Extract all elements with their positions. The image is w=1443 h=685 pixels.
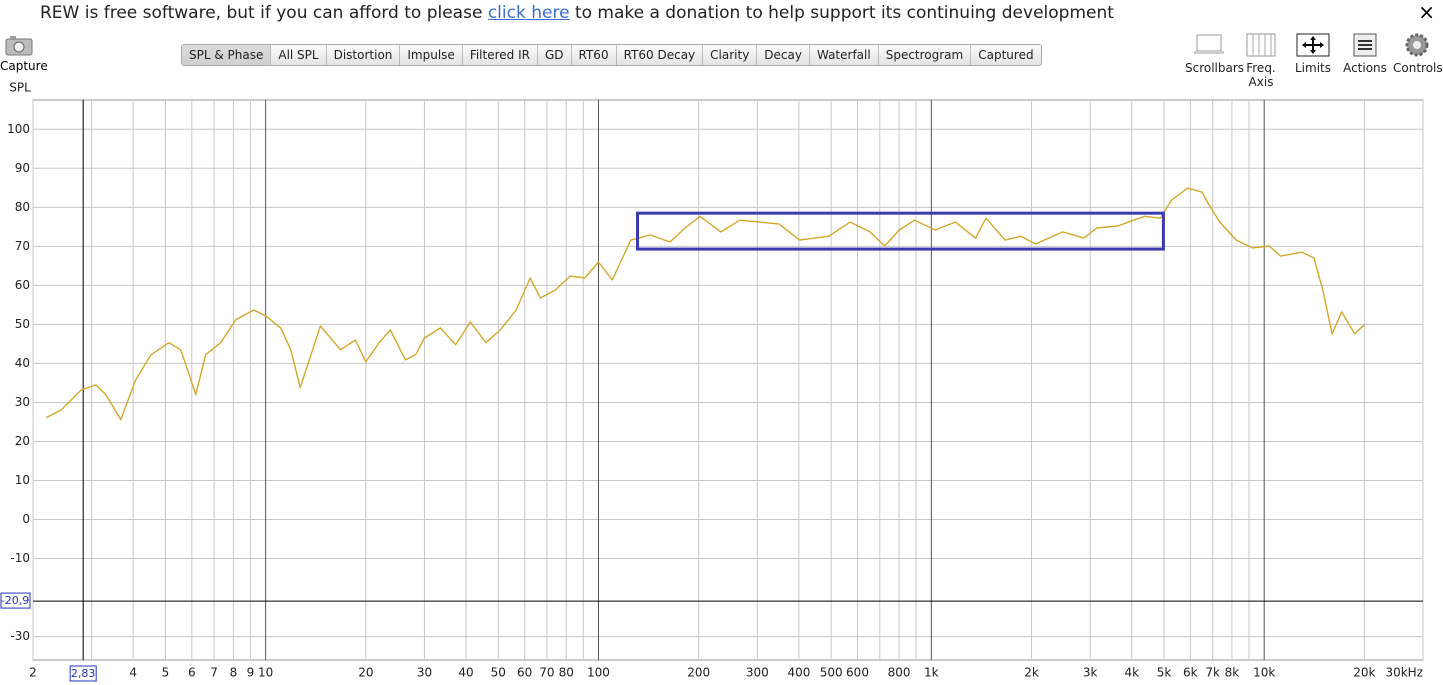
y-tick-label: 0	[22, 512, 30, 526]
toolbar-label: Freq. Axis	[1246, 61, 1276, 89]
tab[interactable]: RT60	[572, 45, 617, 65]
tab[interactable]: Decay	[757, 45, 810, 65]
toolbar-icon	[1296, 33, 1330, 57]
toolbar-icon	[1246, 33, 1276, 57]
y-tick-label: 20	[15, 434, 30, 448]
x-tick-label: 80	[559, 666, 574, 680]
x-tick-label: 300	[746, 666, 769, 680]
x-tick-label: 5k	[1157, 666, 1172, 680]
tab[interactable]: Filtered IR	[463, 45, 538, 65]
x-tick-label: 800	[888, 666, 911, 680]
banner: REW is free software, but if you can aff…	[40, 3, 1114, 23]
toolbar-button[interactable]: Freq. Axis	[1237, 32, 1285, 89]
x-tick-label: 20	[358, 666, 373, 680]
toolbar-label: Scrollbars	[1185, 61, 1245, 75]
tab[interactable]: Clarity	[703, 45, 758, 65]
cursor-y-label: -20,9	[1, 594, 29, 607]
x-tick-label: 6k	[1183, 666, 1198, 680]
tab[interactable]: SPL & Phase	[182, 45, 272, 65]
capture-button[interactable]: Capture	[0, 34, 48, 73]
cursor-x-label: 2,83	[71, 667, 96, 680]
cursor-label-box	[69, 665, 97, 682]
toolbar-button[interactable]: Controls	[1393, 32, 1443, 89]
x-tick-label: 40	[458, 666, 473, 680]
x-tick-label: 4	[129, 666, 137, 680]
x-tick-label: 3k	[1083, 666, 1098, 680]
x-tick-label: 30kHz	[1385, 666, 1423, 680]
y-tick-label: 80	[15, 200, 30, 214]
x-tick-label: 6	[188, 666, 196, 680]
highlight-box	[636, 211, 1165, 251]
plot-area	[32, 99, 1424, 661]
y-tick-label: 70	[15, 239, 30, 253]
y-axis-label: SPL	[9, 81, 31, 95]
tab[interactable]: Impulse	[400, 45, 463, 65]
toolbar-icon	[1353, 33, 1377, 57]
close-button[interactable]: ×	[1418, 0, 1435, 24]
x-tick-label: 2k	[1024, 666, 1039, 680]
capture-label: Capture	[0, 59, 48, 73]
toolbar-button[interactable]: Actions	[1341, 32, 1389, 89]
x-tick-label: 200	[687, 666, 710, 680]
x-tick-label: 1k	[924, 666, 939, 680]
y-tick-label: 50	[15, 317, 30, 331]
tab-bar: SPL & Phase All SPL Distortion Impulse Filte…	[181, 44, 1042, 66]
tab[interactable]: GD	[538, 45, 572, 65]
banner-text: REW is free software, but if you can aff…	[40, 3, 483, 23]
cursor-label-box	[0, 592, 31, 609]
banner-text: to make a donation to help support its c…	[574, 3, 1114, 23]
x-tick-label: 600	[846, 666, 869, 680]
tab[interactable]: Waterfall	[810, 45, 879, 65]
toolbar-label: Controls	[1393, 61, 1443, 75]
x-tick-label: 500	[820, 666, 843, 680]
x-tick-label: 5	[162, 666, 170, 680]
y-tick-label: 100	[7, 122, 30, 136]
toolbar: Scrollbars Freq. Axis Limits Actions Control…	[1185, 32, 1443, 89]
x-tick-label: 10	[258, 666, 273, 680]
x-tick-label: 70	[539, 666, 554, 680]
x-tick-label: 7k	[1205, 666, 1220, 680]
camera-icon	[5, 36, 33, 56]
toolbar-label: Limits	[1295, 61, 1331, 75]
y-tick-label: 10	[15, 473, 30, 487]
y-tick-label: -10	[10, 551, 30, 565]
toolbar-button[interactable]: Limits	[1289, 32, 1337, 89]
toolbar-label: Actions	[1343, 61, 1387, 75]
x-tick-label: 100	[587, 666, 610, 680]
x-tick-label: 30	[417, 666, 432, 680]
tab[interactable]: RT60 Decay	[617, 45, 704, 65]
x-tick-label: 8	[230, 666, 238, 680]
x-tick-label: 4k	[1124, 666, 1139, 680]
y-tick-label: 30	[15, 395, 30, 409]
tab[interactable]: Captured	[978, 48, 1034, 62]
toolbar-button[interactable]: Scrollbars	[1185, 32, 1245, 89]
tab[interactable]: All SPL	[271, 45, 327, 65]
x-tick-label: 20k	[1353, 666, 1375, 680]
tab[interactable]: Distortion	[327, 45, 401, 65]
x-tick-label: 7	[210, 666, 218, 680]
y-tick-label: 40	[15, 356, 30, 370]
x-tick-label: 50	[491, 666, 506, 680]
x-tick-label: 10k	[1253, 666, 1275, 680]
y-tick-label: 60	[15, 278, 30, 292]
toolbar-icon	[1194, 34, 1224, 54]
x-tick-label: 60	[517, 666, 532, 680]
spl-curve	[45, 187, 1365, 421]
x-tick-label: 8k	[1225, 666, 1240, 680]
x-tick-label: 400	[787, 666, 810, 680]
donate-link[interactable]: click here	[487, 3, 570, 23]
y-tick-label: 90	[15, 161, 30, 175]
x-tick-label: 9	[247, 666, 255, 680]
x-tick-label: 2	[29, 666, 37, 680]
y-tick-label: -30	[10, 629, 30, 643]
toolbar-icon	[1405, 33, 1429, 57]
tab[interactable]: Spectrogram	[879, 45, 972, 65]
